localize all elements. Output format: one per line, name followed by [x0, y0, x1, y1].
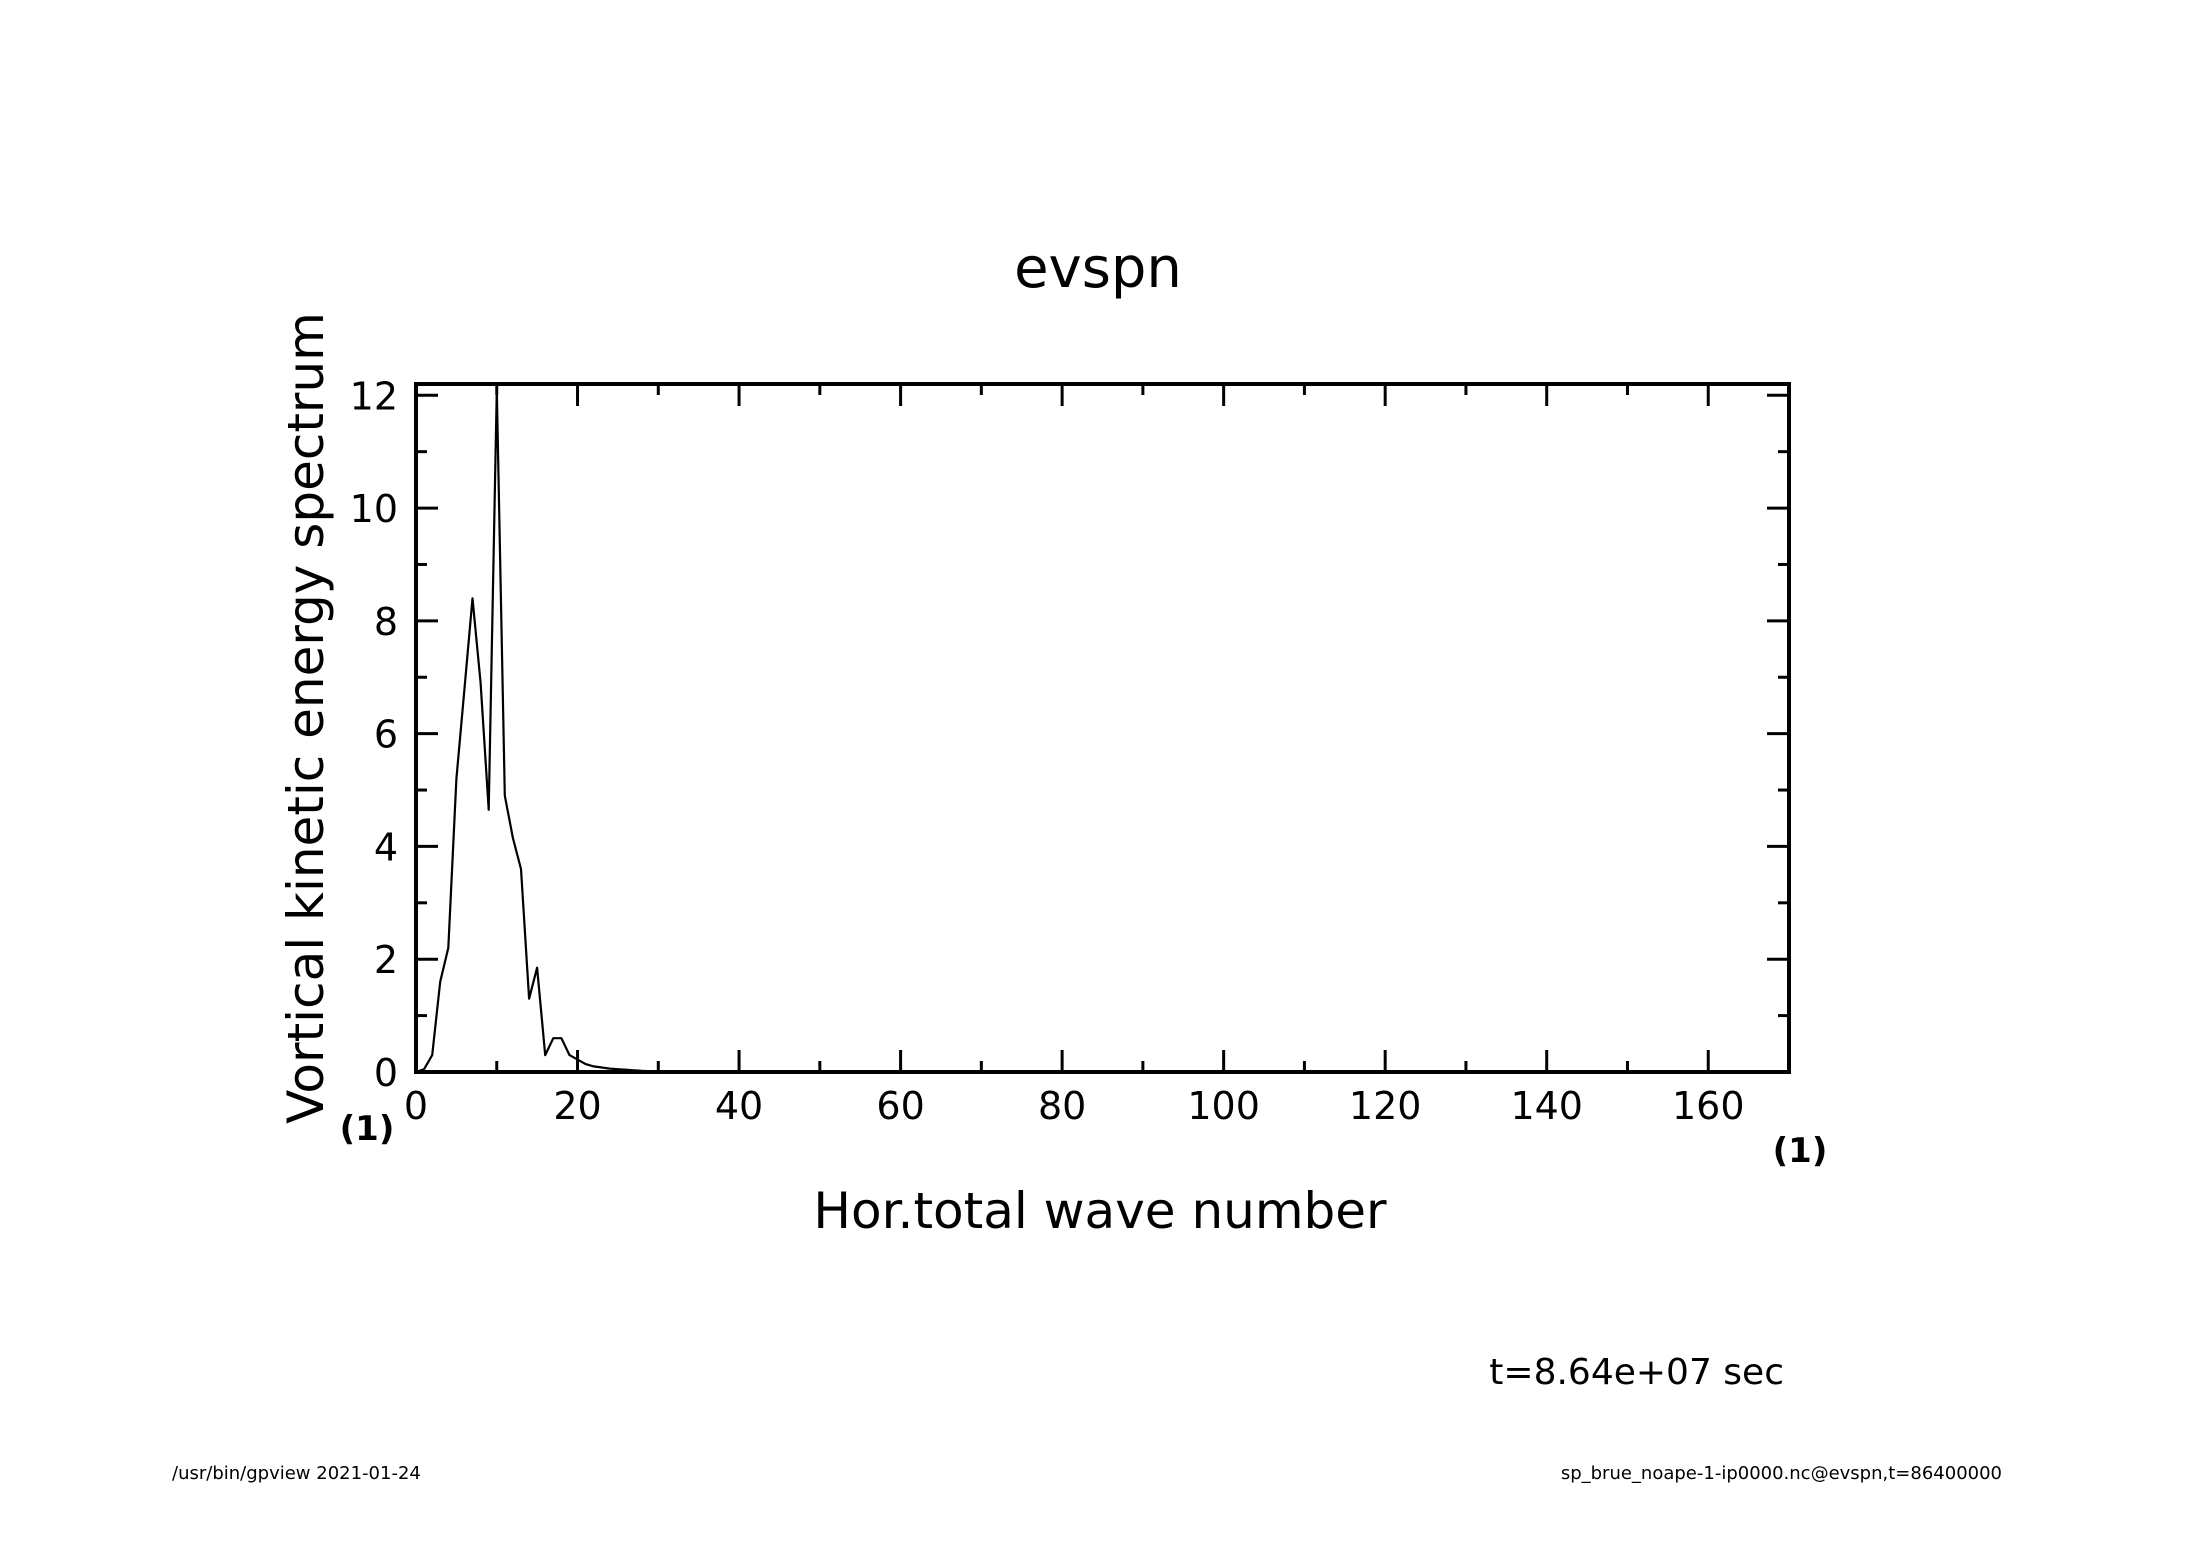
y-tick-label: 2: [374, 938, 398, 982]
y-ticks: 0 2 4 6 8 10 12: [350, 374, 1789, 1095]
x-tick-label: 20: [553, 1084, 601, 1128]
x-ticks: 0 20 40 60 80 100 120 140 160: [404, 384, 1791, 1128]
x-tick-label: 40: [715, 1084, 763, 1128]
y-tick-label: 6: [374, 713, 398, 757]
footer-right: sp_brue_noape-1-ip0000.nc@evspn,t=864000…: [1560, 1463, 2002, 1484]
y-axis-label: Vortical kinetic energy spectrum: [277, 312, 335, 1124]
y-tick-label: 12: [350, 374, 398, 418]
y-tick-label: 10: [350, 487, 398, 531]
plot-border: [414, 382, 1791, 1074]
x-tick-label: 80: [1038, 1084, 1086, 1128]
y-tick-label: 0: [374, 1051, 398, 1095]
x-tick-label: 140: [1510, 1084, 1583, 1128]
x-tick-label: 120: [1349, 1084, 1422, 1128]
x-tick-label: 60: [876, 1084, 924, 1128]
x-tick-label: 0: [404, 1084, 428, 1128]
x-tick-label: 100: [1187, 1084, 1260, 1128]
chart-title: evspn: [1014, 236, 1182, 301]
x-axis-label: Hor.total wave number: [813, 1182, 1387, 1240]
y-tick-label: 8: [374, 600, 398, 644]
x-tick-label: 160: [1672, 1084, 1745, 1128]
plot-frame: [414, 382, 1791, 1074]
time-annotation: t=8.64e+07 sec: [1489, 1352, 1784, 1393]
series-group: [415, 388, 1789, 1074]
y-tick-label: 4: [374, 825, 398, 869]
y-unit-label: (1): [340, 1109, 395, 1149]
series-line-0: [415, 388, 1789, 1074]
footer-left: /usr/bin/gpview 2021-01-24: [172, 1463, 421, 1484]
x-unit-label: (1): [1773, 1131, 1828, 1171]
